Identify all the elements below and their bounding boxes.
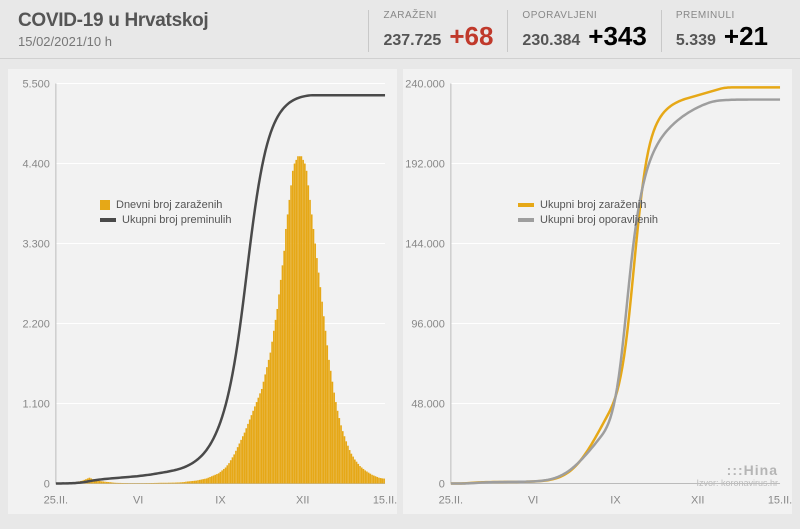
svg-text:25.II.: 25.II.	[439, 494, 463, 506]
left-chart-panel: 0 1.100 2.200 3.300 4.400 5.500 25.II. VI IX XII 1…	[8, 69, 397, 514]
page-subtitle: 15/02/2021/10 h	[18, 34, 218, 49]
stat-deaths: PREMINULI 5.339 +21	[661, 10, 782, 52]
header: COVID-19 u Hrvatskoj 15/02/2021/10 h ZAR…	[0, 0, 800, 59]
watermark-logo: :::Hina	[696, 462, 778, 478]
stat-recovered: OPORAVLJENI 230.384 +343	[507, 10, 660, 52]
right-chart-panel: 0 48.000 96.000 144.000 192.000 240.000 25.II.…	[403, 69, 792, 514]
legend-label: Dnevni broj zaraženih	[116, 199, 222, 211]
legend-swatch	[518, 218, 534, 222]
stat-delta: +68	[449, 21, 493, 52]
legend-swatch	[100, 218, 116, 222]
svg-text:48.000: 48.000	[411, 399, 445, 411]
right-legend: Ukupni broj zaraženih Ukupni broj oporavl…	[518, 199, 658, 229]
left-chart: 0 1.100 2.200 3.300 4.400 5.500 25.II. VI IX XII 1…	[8, 69, 397, 514]
svg-text:240.000: 240.000	[405, 79, 445, 91]
svg-text:144.000: 144.000	[405, 239, 445, 251]
svg-text:2.200: 2.200	[22, 319, 49, 331]
legend-label: Ukupni broj preminulih	[122, 214, 231, 226]
svg-text:0: 0	[44, 478, 50, 490]
svg-text:25.II.: 25.II.	[44, 494, 68, 506]
stat-label: PREMINULI	[676, 10, 735, 21]
charts-row: 0 1.100 2.200 3.300 4.400 5.500 25.II. VI IX XII 1…	[0, 59, 800, 519]
svg-text:1.100: 1.100	[22, 399, 49, 411]
legend-label: Ukupni broj oporavljenih	[540, 214, 658, 226]
stat-total: 5.339	[676, 32, 716, 50]
svg-text:4.400: 4.400	[22, 159, 49, 171]
svg-text:15.II.: 15.II.	[373, 494, 397, 506]
svg-text:VI: VI	[528, 494, 538, 506]
title-block: COVID-19 u Hrvatskoj 15/02/2021/10 h	[18, 10, 218, 49]
stat-label: ZARAŽENI	[383, 10, 436, 21]
svg-text:3.300: 3.300	[22, 239, 49, 251]
svg-text:IX: IX	[215, 494, 226, 506]
svg-text:IX: IX	[610, 494, 621, 506]
legend-item: Ukupni broj preminulih	[100, 214, 231, 226]
page-title: COVID-19 u Hrvatskoj	[18, 10, 218, 32]
legend-swatch	[518, 203, 534, 207]
legend-item: Dnevni broj zaraženih	[100, 199, 231, 211]
stat-total: 237.725	[383, 32, 441, 50]
svg-text:5.500: 5.500	[22, 79, 49, 91]
dashboard: COVID-19 u Hrvatskoj 15/02/2021/10 h ZAR…	[0, 0, 800, 529]
legend-swatch	[100, 200, 110, 210]
svg-text:VI: VI	[133, 494, 143, 506]
stats-row: ZARAŽENI 237.725 +68 OPORAVLJENI 230.384…	[218, 10, 782, 52]
svg-text:XII: XII	[691, 494, 704, 506]
right-chart: 0 48.000 96.000 144.000 192.000 240.000 25.II.…	[403, 69, 792, 514]
watermark-source: Izvor: koronavirus.hr	[696, 478, 778, 488]
stat-infected: ZARAŽENI 237.725 +68	[368, 10, 507, 52]
svg-text:15.II.: 15.II.	[768, 494, 792, 506]
svg-text:XII: XII	[296, 494, 309, 506]
watermark: :::Hina Izvor: koronavirus.hr	[696, 462, 778, 488]
legend-label: Ukupni broj zaraženih	[540, 199, 646, 211]
left-legend: Dnevni broj zaraženih Ukupni broj preminu…	[100, 199, 231, 229]
legend-item: Ukupni broj zaraženih	[518, 199, 658, 211]
svg-text:96.000: 96.000	[411, 319, 445, 331]
svg-text:192.000: 192.000	[405, 159, 445, 171]
svg-text:0: 0	[439, 478, 445, 490]
stat-delta: +343	[588, 21, 647, 52]
stat-label: OPORAVLJENI	[522, 10, 597, 21]
stat-total: 230.384	[522, 32, 580, 50]
legend-item: Ukupni broj oporavljenih	[518, 214, 658, 226]
stat-delta: +21	[724, 21, 768, 52]
